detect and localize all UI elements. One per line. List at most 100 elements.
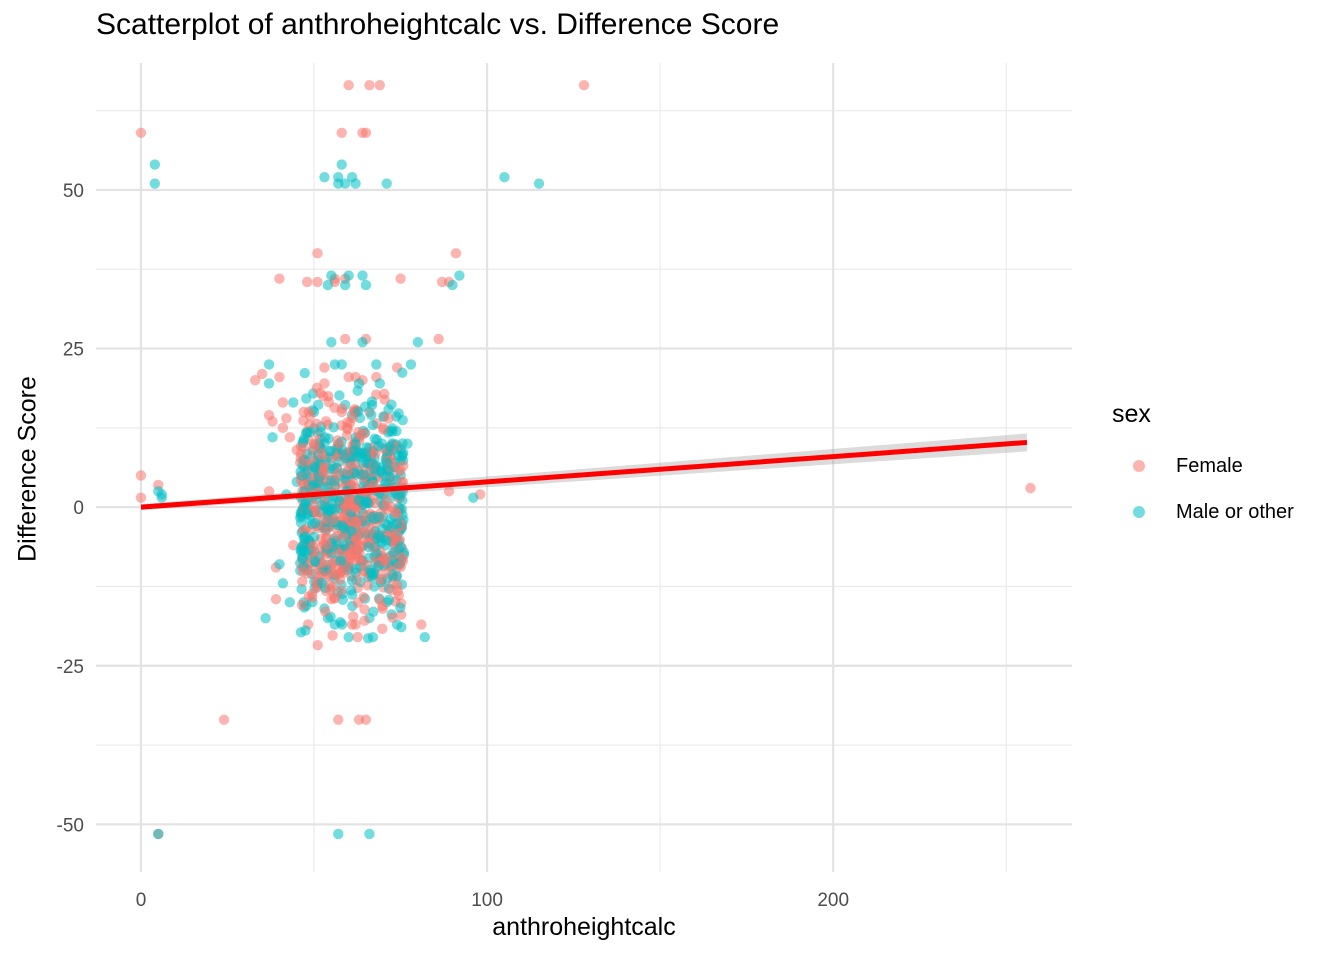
point-male-or-other — [339, 178, 351, 189]
point-female — [218, 714, 230, 725]
point-female — [391, 529, 402, 540]
point-female — [312, 276, 323, 288]
point-female — [340, 502, 351, 513]
point-female — [443, 486, 455, 497]
legend-key-male-or-other — [1128, 501, 1150, 523]
point-female — [307, 540, 319, 552]
point-male-or-other — [381, 178, 392, 189]
point-male-or-other — [366, 396, 378, 407]
point-female — [303, 406, 315, 418]
x-axis-label: anthroheightcalc — [492, 913, 676, 941]
point-male-or-other — [305, 426, 316, 438]
point-female — [362, 580, 373, 591]
point-male-or-other — [350, 439, 362, 450]
chart-title: Scatterplot of anthroheightcalc vs. Diff… — [96, 8, 780, 41]
point-male-or-other — [350, 178, 361, 189]
point-female — [256, 368, 268, 380]
point-female — [416, 619, 427, 630]
point-female — [320, 606, 331, 617]
point-female — [333, 714, 344, 725]
point-female — [386, 584, 397, 596]
y-tick-label: 25 — [63, 340, 84, 361]
point-male-or-other — [454, 270, 465, 281]
point-male-or-other — [395, 602, 406, 613]
point-female — [355, 514, 366, 526]
point-male-or-other — [362, 633, 374, 644]
point-female — [334, 574, 346, 585]
point-male-or-other — [364, 564, 375, 576]
point-female — [336, 127, 347, 138]
point-male-or-other — [405, 359, 417, 370]
point-female — [578, 80, 590, 91]
point-female — [377, 603, 388, 614]
point-female — [250, 375, 261, 386]
point-male-or-other — [363, 541, 374, 553]
point-female — [281, 413, 292, 424]
point-female — [288, 540, 299, 551]
point-male-or-other — [326, 270, 337, 281]
y-tick-label: 0 — [73, 498, 84, 519]
point-male-or-other — [366, 409, 377, 421]
point-male-or-other — [383, 594, 395, 606]
point-male-or-other — [358, 469, 369, 480]
point-male-or-other — [338, 523, 350, 534]
point-female — [336, 403, 348, 414]
point-female — [395, 273, 406, 284]
point-male-or-other — [357, 336, 368, 348]
point-female — [333, 438, 345, 449]
point-female — [135, 127, 147, 138]
point-male-or-other — [297, 553, 309, 565]
point-female — [374, 80, 386, 91]
point-male-or-other — [373, 440, 384, 452]
point-female — [350, 619, 361, 630]
point-female — [353, 426, 364, 438]
point-female — [318, 461, 329, 472]
point-female — [296, 599, 308, 611]
point-female — [336, 585, 347, 597]
point-male-or-other — [360, 279, 372, 291]
point-female — [263, 486, 275, 497]
point-male-or-other — [371, 533, 382, 544]
point-female — [1025, 482, 1036, 494]
point-male-or-other — [412, 336, 424, 348]
point-female — [277, 397, 289, 408]
point-female — [332, 469, 343, 480]
trend-line — [140, 439, 1028, 510]
legend-key-female — [1128, 455, 1150, 477]
point-female — [351, 532, 363, 543]
point-female — [360, 714, 372, 725]
point-male-or-other — [149, 178, 161, 189]
y-axis-label: Difference Score — [13, 376, 42, 562]
point-male-or-other — [447, 279, 458, 291]
point-female — [374, 594, 385, 605]
point-male-or-other — [393, 408, 404, 419]
point-male-or-other — [313, 399, 324, 411]
point-male-or-other — [374, 378, 386, 389]
point-male-or-other — [267, 432, 278, 443]
legend-item-male-or-other: Male or other — [1112, 489, 1294, 535]
point-female — [347, 611, 359, 622]
legend: sex Female Male or other — [1112, 400, 1294, 535]
point-female — [380, 567, 392, 579]
legend-item-female: Female — [1112, 443, 1294, 489]
point-male-or-other — [156, 492, 167, 503]
point-female — [338, 530, 349, 542]
point-female — [383, 413, 394, 424]
point-female — [359, 615, 370, 626]
point-male-or-other — [468, 492, 479, 503]
point-female — [390, 506, 401, 517]
x-tick-label: 200 — [817, 890, 849, 911]
point-male-or-other — [343, 632, 354, 643]
point-male-or-other — [322, 482, 333, 493]
point-female — [310, 439, 321, 450]
point-male-or-other — [364, 828, 375, 840]
point-male-or-other — [380, 535, 392, 546]
point-male-or-other — [397, 367, 408, 378]
point-female — [274, 371, 285, 383]
point-female — [381, 494, 392, 506]
point-female — [341, 422, 353, 434]
point-male-or-other — [304, 514, 316, 526]
point-female — [316, 449, 327, 460]
